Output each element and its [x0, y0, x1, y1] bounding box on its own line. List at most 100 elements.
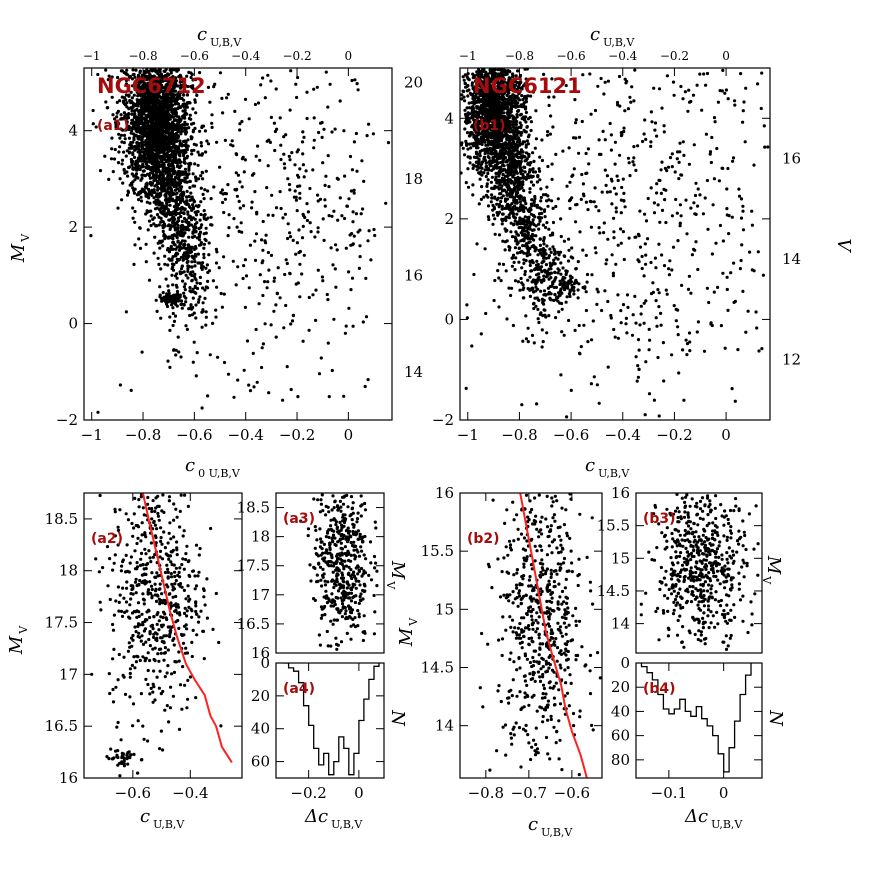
data-point	[169, 135, 173, 139]
data-point	[267, 391, 271, 395]
data-layer-b1	[460, 68, 770, 419]
data-point	[177, 117, 181, 121]
data-point	[260, 346, 264, 350]
data-point	[518, 121, 522, 125]
data-point	[175, 181, 179, 185]
data-point	[118, 99, 122, 103]
data-point	[160, 136, 164, 141]
data-point	[181, 80, 185, 84]
data-point	[497, 202, 502, 207]
data-point	[333, 127, 337, 131]
data-point	[524, 77, 528, 81]
data-point	[163, 86, 167, 90]
data-point	[190, 279, 194, 283]
data-point	[214, 315, 218, 319]
data-point	[122, 167, 126, 172]
data-point	[158, 70, 162, 74]
data-point	[139, 107, 144, 111]
data-point	[519, 112, 524, 116]
data-point	[227, 213, 231, 217]
data-point	[260, 261, 264, 265]
data-point	[466, 167, 470, 171]
data-point	[125, 193, 130, 197]
data-point	[323, 183, 327, 187]
data-point	[187, 247, 191, 251]
data-point	[171, 75, 175, 79]
data-point	[483, 107, 487, 111]
data-point	[195, 351, 199, 355]
data-point	[463, 81, 467, 85]
data-point	[327, 395, 331, 399]
data-point	[184, 273, 188, 277]
data-point	[178, 80, 182, 84]
data-point	[182, 285, 186, 289]
data-point	[524, 99, 528, 103]
data-point	[131, 118, 135, 122]
data-point	[212, 185, 216, 189]
data-point	[488, 77, 492, 81]
data-point	[475, 152, 480, 156]
data-point	[295, 95, 299, 100]
data-point	[316, 199, 320, 203]
data-point	[176, 223, 180, 227]
data-point	[274, 206, 279, 210]
data-point	[202, 209, 206, 213]
data-point	[480, 162, 484, 166]
data-point	[294, 195, 298, 199]
data-point	[317, 130, 321, 135]
data-point	[498, 156, 502, 160]
data-point	[232, 217, 236, 221]
data-point	[165, 190, 169, 194]
data-point	[476, 129, 480, 133]
data-point	[265, 186, 269, 190]
data-point	[475, 138, 479, 142]
data-point	[278, 296, 282, 300]
data-point	[144, 148, 148, 152]
data-point	[324, 70, 328, 74]
data-point	[169, 93, 173, 97]
data-point	[184, 254, 188, 258]
data-point	[294, 198, 298, 202]
data-point	[514, 99, 518, 103]
data-point	[491, 186, 495, 191]
data-point	[495, 181, 499, 185]
data-point	[135, 89, 140, 93]
data-point	[311, 168, 315, 172]
data-point	[523, 159, 527, 163]
data-point	[147, 92, 151, 96]
data-point	[460, 93, 464, 97]
data-point	[187, 126, 191, 130]
data-point	[131, 216, 135, 220]
data-point	[115, 100, 119, 104]
data-point	[132, 138, 136, 142]
data-point	[129, 143, 133, 147]
data-point	[202, 197, 206, 201]
data-point	[472, 76, 477, 80]
data-point	[178, 86, 183, 90]
data-point	[144, 74, 148, 78]
data-point	[180, 129, 184, 133]
data-point	[184, 324, 188, 328]
data-point	[177, 297, 181, 301]
data-point	[186, 212, 190, 216]
data-point	[167, 73, 171, 77]
data-point	[316, 268, 320, 272]
data-point	[503, 132, 507, 137]
data-point	[485, 121, 489, 125]
data-point	[235, 153, 239, 157]
data-point	[191, 78, 195, 82]
data-point	[463, 153, 467, 157]
data-point	[502, 164, 506, 168]
data-point	[194, 90, 198, 94]
data-point	[486, 204, 491, 208]
data-point	[201, 309, 205, 313]
x-tick-label: 0	[344, 426, 354, 444]
data-point	[185, 250, 189, 254]
data-point	[148, 73, 152, 77]
data-point	[130, 77, 134, 81]
data-point	[141, 135, 145, 139]
data-point	[238, 128, 242, 132]
data-point	[315, 85, 319, 89]
y-tick-label: 0	[68, 315, 78, 333]
data-point	[208, 353, 212, 357]
